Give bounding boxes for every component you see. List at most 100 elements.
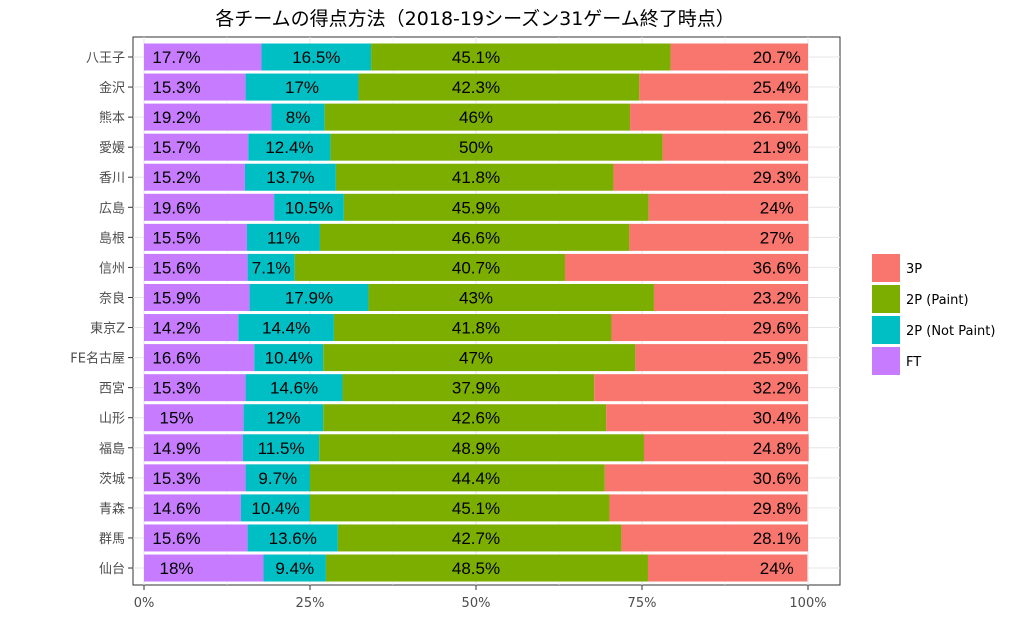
legend-label: 3P xyxy=(906,262,922,277)
data-label: 16.5% xyxy=(292,48,340,67)
data-label: 14.2% xyxy=(152,319,200,338)
data-label: 46% xyxy=(459,108,493,127)
data-label: 15.2% xyxy=(152,168,200,187)
data-label: 10.4% xyxy=(265,349,313,368)
y-tick-label: 香川 xyxy=(99,171,125,186)
bar-segment-2p-paint- xyxy=(319,223,630,251)
data-label: 47% xyxy=(459,349,493,368)
legend-swatch xyxy=(872,285,900,313)
bar-segment-ft xyxy=(144,404,244,432)
x-tick-label: 100% xyxy=(789,596,826,611)
y-tick-label: 仙台 xyxy=(99,562,125,577)
bar-segment-2p-paint- xyxy=(323,344,636,372)
y-tick-label: 熊本 xyxy=(99,110,125,126)
data-label: 36.6% xyxy=(753,258,801,277)
x-tick-label: 75% xyxy=(628,596,657,611)
legend-label: 2P (Not Paint) xyxy=(906,324,995,339)
x-tick-label: 50% xyxy=(462,596,491,611)
bar-segment-ft xyxy=(144,434,243,462)
legend-swatch xyxy=(872,347,900,375)
data-label: 45.1% xyxy=(452,48,500,67)
data-label: 19.2% xyxy=(152,108,200,127)
data-label: 10.4% xyxy=(251,499,299,518)
data-label: 42.3% xyxy=(452,78,500,97)
y-tick-label: 愛媛 xyxy=(99,141,125,156)
data-label: 40.7% xyxy=(452,258,500,277)
bar-segment-2p-not-paint- xyxy=(245,374,343,402)
bar-segment-2p-paint- xyxy=(342,374,595,402)
bar-segment-ft xyxy=(144,163,245,191)
bar-segment-2p-paint- xyxy=(371,43,671,71)
data-label: 42.7% xyxy=(452,529,500,548)
bar-segment-2p-not-paint- xyxy=(244,163,336,191)
bar-segment-2p-paint- xyxy=(343,193,649,221)
data-label: 23.2% xyxy=(753,288,801,307)
x-tick-label: 0% xyxy=(134,596,155,611)
bar-segment-2p-paint- xyxy=(294,253,565,281)
bar-segment-2p-not-paint- xyxy=(243,404,324,432)
data-label: 16.6% xyxy=(152,349,200,368)
legend-label: FT xyxy=(906,355,921,370)
bar-segment-3p xyxy=(611,314,808,342)
y-tick-label: 奈良 xyxy=(99,290,125,306)
bar-segment-2p-not-paint- xyxy=(261,43,372,71)
bar-segment-ft xyxy=(144,314,239,342)
y-tick-label: 山形 xyxy=(99,412,125,427)
data-label: 48.9% xyxy=(452,439,500,458)
data-label: 14.9% xyxy=(152,439,200,458)
y-tick-label: 福島 xyxy=(99,442,125,457)
data-label: 12.4% xyxy=(265,138,313,157)
bar-segment-2p-paint- xyxy=(330,133,663,161)
data-label: 48.5% xyxy=(452,559,500,578)
data-label: 41.8% xyxy=(452,168,500,187)
data-label: 10.5% xyxy=(285,198,333,217)
bar-segment-2p-paint- xyxy=(319,434,644,462)
x-tick-label: 25% xyxy=(296,596,325,611)
data-label: 43% xyxy=(459,288,493,307)
data-label: 20.7% xyxy=(753,48,801,67)
data-label: 17.7% xyxy=(152,48,200,67)
bar-segment-3p xyxy=(594,374,808,402)
data-label: 25.9% xyxy=(753,349,801,368)
bar-segment-3p xyxy=(564,253,808,281)
legend-swatch xyxy=(872,254,900,282)
bar-segment-2p-not-paint- xyxy=(249,283,369,311)
data-label: 32.2% xyxy=(753,379,801,398)
data-label: 15.6% xyxy=(152,529,200,548)
bar-segment-ft xyxy=(144,464,246,492)
data-label: 17% xyxy=(285,78,319,97)
bar-segment-2p-paint- xyxy=(337,524,622,552)
bar-segment-3p xyxy=(648,193,808,221)
data-label: 26.7% xyxy=(753,108,801,127)
bar-segment-2p-not-paint- xyxy=(245,464,310,492)
bar-segment-ft xyxy=(144,133,249,161)
data-label: 15% xyxy=(160,409,194,428)
bar-segment-ft xyxy=(144,103,272,131)
data-label: 11% xyxy=(267,228,300,247)
data-label: 46.6% xyxy=(452,228,500,247)
data-label: 15.3% xyxy=(152,78,200,97)
data-label: 12% xyxy=(266,409,300,428)
bar-segment-ft xyxy=(144,73,246,101)
data-label: 9.4% xyxy=(275,559,314,578)
bar-segment-3p xyxy=(609,494,808,522)
data-label: 25.4% xyxy=(753,78,801,97)
data-label: 8% xyxy=(286,108,311,127)
bar-segment-3p xyxy=(604,464,808,492)
bar-segment-2p-paint- xyxy=(310,464,605,492)
data-label: 45.9% xyxy=(452,198,500,217)
bar-segment-2p-paint- xyxy=(324,103,631,131)
data-label: 44.4% xyxy=(452,469,500,488)
data-label: 29.3% xyxy=(753,168,801,187)
data-label: 15.3% xyxy=(152,379,200,398)
data-label: 29.8% xyxy=(753,499,801,518)
bar-segment-2p-not-paint- xyxy=(248,133,331,161)
y-tick-label: 茨城 xyxy=(99,472,125,487)
data-label: 14.6% xyxy=(270,379,318,398)
bar-segment-2p-not-paint- xyxy=(238,314,334,342)
y-tick-label: 青森 xyxy=(99,502,125,517)
bar-segment-ft xyxy=(144,43,262,71)
bar-segment-2p-paint- xyxy=(310,494,610,522)
data-label: 14.6% xyxy=(152,499,200,518)
